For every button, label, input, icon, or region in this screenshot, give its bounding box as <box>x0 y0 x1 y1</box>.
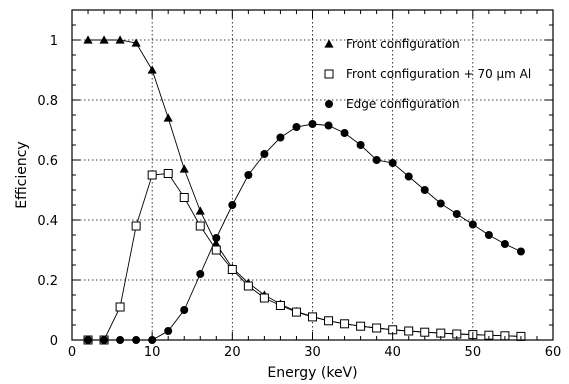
y-tick-label: 0.2 <box>37 274 58 289</box>
x-tick-label: 60 <box>545 345 562 360</box>
data-point <box>131 38 141 47</box>
data-point <box>211 245 221 255</box>
legend-label: Edge configuration <box>346 97 460 111</box>
legend-label: Front configuration + 70 μm Al <box>346 67 531 81</box>
data-point <box>356 141 365 149</box>
x-tick-label: 30 <box>304 345 321 360</box>
legend-label: Front configuration <box>346 37 460 51</box>
tick-labels: 0 10 20 30 40 50 60 0 0.2 0.4 0.6 0.8 1 <box>37 34 561 360</box>
data-point <box>500 240 509 248</box>
x-tick-label: 40 <box>384 345 401 360</box>
data-point <box>260 150 269 158</box>
data-point <box>484 231 493 239</box>
data-point <box>147 170 157 180</box>
data-point <box>324 121 333 130</box>
series-lines <box>88 39 522 341</box>
data-point <box>404 172 413 181</box>
data-point <box>259 293 269 303</box>
series-line-2 <box>88 123 522 341</box>
series-markers-0 <box>83 35 526 341</box>
x-tick-label: 20 <box>224 345 241 360</box>
series-markers-2 <box>84 120 525 344</box>
data-point <box>340 319 350 329</box>
data-point <box>372 323 382 333</box>
series-line-0 <box>88 39 521 337</box>
data-point <box>404 326 414 336</box>
legend-marker <box>324 69 334 79</box>
legend-marker <box>324 39 334 48</box>
data-point <box>452 210 461 218</box>
data-point <box>180 306 189 314</box>
data-point <box>131 221 141 231</box>
data-point <box>163 113 173 122</box>
legend-marker <box>325 100 333 108</box>
data-point <box>324 316 334 326</box>
data-point <box>276 133 285 142</box>
data-point <box>308 312 317 322</box>
data-point <box>308 120 317 128</box>
data-markers <box>83 35 526 345</box>
data-point <box>388 159 397 167</box>
series-markers-1 <box>83 169 526 345</box>
data-point <box>340 129 349 137</box>
data-point <box>436 199 445 208</box>
data-point <box>196 270 205 278</box>
data-point <box>244 171 253 179</box>
data-point <box>356 321 366 331</box>
x-tick-label: 50 <box>465 345 482 360</box>
data-point <box>227 265 237 274</box>
y-tick-label: 1 <box>50 34 58 49</box>
data-point <box>163 169 173 178</box>
data-point <box>436 328 446 338</box>
data-point <box>228 201 237 209</box>
data-point <box>147 65 157 74</box>
x-axis-title: Energy (keV) <box>267 365 357 381</box>
data-point <box>291 307 301 317</box>
data-point <box>115 35 125 44</box>
data-point <box>243 281 253 291</box>
data-point <box>212 234 221 242</box>
data-point <box>195 221 205 231</box>
data-point <box>164 327 173 335</box>
y-tick-label: 0.6 <box>37 154 58 169</box>
data-point <box>420 327 430 337</box>
x-tick-label: 10 <box>144 345 161 360</box>
data-point <box>516 247 525 256</box>
y-tick-label: 0.8 <box>37 94 58 109</box>
y-axis-title: Efficiency <box>14 141 30 208</box>
y-tick-label: 0 <box>50 334 58 349</box>
series-line-1 <box>88 173 521 341</box>
data-point <box>468 220 477 229</box>
data-point <box>179 193 189 202</box>
axis-ticks <box>71 10 554 341</box>
data-point <box>275 301 285 310</box>
data-point <box>83 35 93 44</box>
data-point <box>420 186 429 194</box>
x-tick-label: 0 <box>68 345 76 360</box>
data-point <box>115 302 125 312</box>
data-point <box>99 35 109 44</box>
data-point <box>292 123 301 131</box>
data-point <box>179 164 189 173</box>
grid <box>72 10 553 340</box>
data-point <box>195 206 205 215</box>
legend: Front configuration Front configuration +… <box>324 37 531 111</box>
y-tick-label: 0.4 <box>37 214 58 229</box>
data-point <box>372 156 381 164</box>
